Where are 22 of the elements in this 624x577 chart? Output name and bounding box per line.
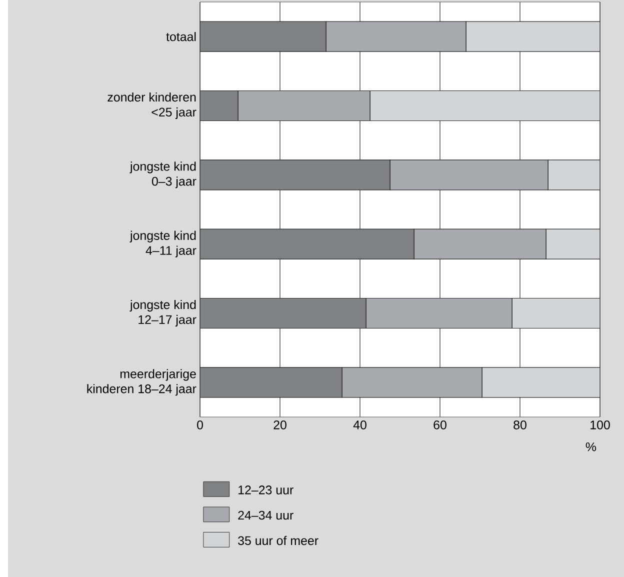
legend-label: 24–34 uur	[238, 510, 294, 520]
x-tick-label: 60	[434, 420, 446, 430]
y-tick-label: jongste kind 4–11 jaar	[130, 230, 196, 258]
y-tick-label: zonder kinderen <25 jaar	[108, 92, 196, 120]
bar	[482, 367, 600, 398]
x-axis-title: %	[586, 442, 596, 452]
bar	[512, 298, 600, 329]
x-tick-label: 40	[353, 420, 366, 430]
bar	[466, 21, 600, 52]
bar	[548, 160, 600, 190]
x-tick-label: 20	[274, 420, 286, 430]
legend-label: 12–23 uur	[238, 486, 294, 494]
y-tick-label: jongste kind 0–3 jaar	[130, 162, 196, 188]
x-tick-label: 80	[514, 420, 526, 430]
bar	[370, 90, 600, 122]
y-tick-label: jongste kind 12–17 jaar	[130, 300, 196, 327]
y-tick-label: totaal	[166, 32, 196, 42]
y-tick-label: meerderjarige kinderen 18–24 jaar	[87, 369, 196, 396]
legend-label: 35 uur of meer	[238, 536, 318, 546]
x-tick-label: 0	[197, 420, 203, 430]
x-tick-label: 100	[590, 420, 610, 430]
bar	[546, 228, 600, 260]
